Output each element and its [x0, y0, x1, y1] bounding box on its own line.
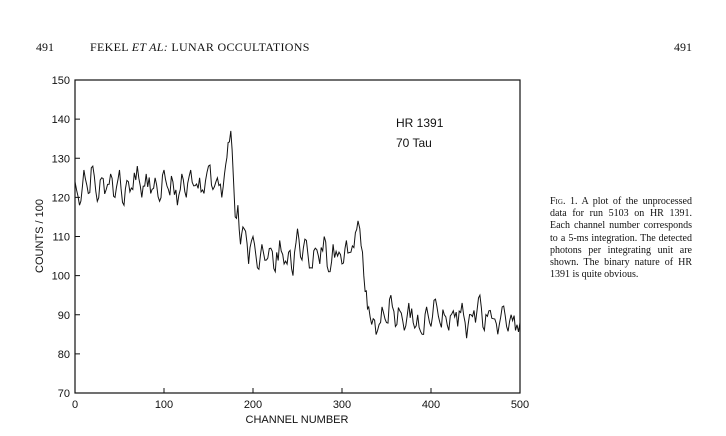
y-tick-label: 140 [52, 114, 70, 126]
x-tick-label: 200 [244, 399, 262, 411]
y-tick-label: 150 [52, 75, 70, 87]
x-axis-ticks: 0 100 200 300 400 500 [72, 388, 529, 411]
caption-text: A plot of the unprocessed data for run 5… [550, 196, 692, 281]
y-tick-label: 110 [52, 232, 70, 244]
running-title: FEKEL ET AL: LUNAR OCCULTATIONS [90, 40, 310, 55]
plot-frame [74, 79, 521, 394]
x-tick-label: 100 [155, 399, 173, 411]
page-number-left: 491 [36, 40, 54, 54]
y-tick-label: 120 [52, 192, 70, 204]
annotation-star-alias: 70 Tau [396, 136, 432, 150]
running-header: 491 FEKEL ET AL: LUNAR OCCULTATIONS 491 [0, 40, 726, 60]
x-tick-label: 500 [511, 399, 529, 411]
figure-label: Fig. 1. [550, 196, 578, 207]
running-title-suffix: LUNAR OCCULTATIONS [168, 40, 310, 54]
running-title-prefix: FEKEL [90, 40, 132, 54]
y-tick-label: 70 [58, 388, 70, 400]
y-tick-label: 100 [52, 271, 70, 283]
page-number-right: 491 [674, 40, 692, 54]
y-tick-label: 90 [58, 310, 70, 322]
y-axis-label: COUNTS / 100 [34, 199, 46, 273]
y-axis-ticks: 70 80 90 100 110 120 130 140 150 [52, 75, 80, 400]
x-tick-label: 400 [422, 399, 440, 411]
running-title-italic: ET AL: [131, 40, 169, 54]
figure-caption: Fig. 1. A plot of the unprocessed data f… [550, 196, 692, 281]
x-tick-label: 0 [72, 399, 78, 411]
y-tick-label: 130 [52, 153, 70, 165]
x-axis-label: CHANNEL NUMBER [246, 414, 349, 426]
y-tick-label: 80 [58, 349, 70, 361]
annotation-star-name: HR 1391 [396, 116, 444, 130]
x-tick-label: 300 [333, 399, 351, 411]
data-series-line [74, 130, 521, 339]
